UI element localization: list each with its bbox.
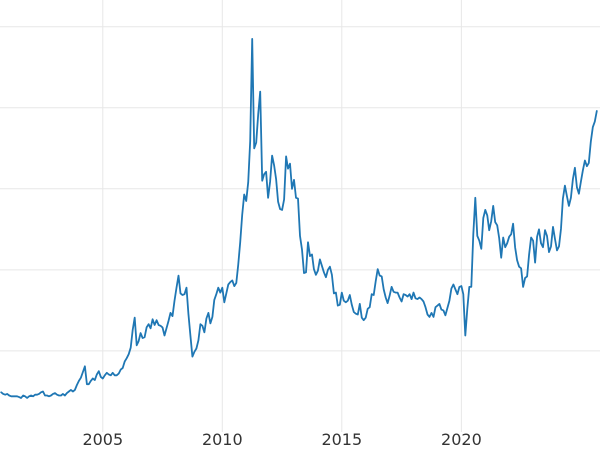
x-tick-label: 2005 [82, 430, 123, 449]
x-tick-label: 2010 [202, 430, 243, 449]
price-line [0, 38, 598, 399]
x-tick-label: 2015 [321, 430, 362, 449]
x-tick-label: 2020 [441, 430, 482, 449]
